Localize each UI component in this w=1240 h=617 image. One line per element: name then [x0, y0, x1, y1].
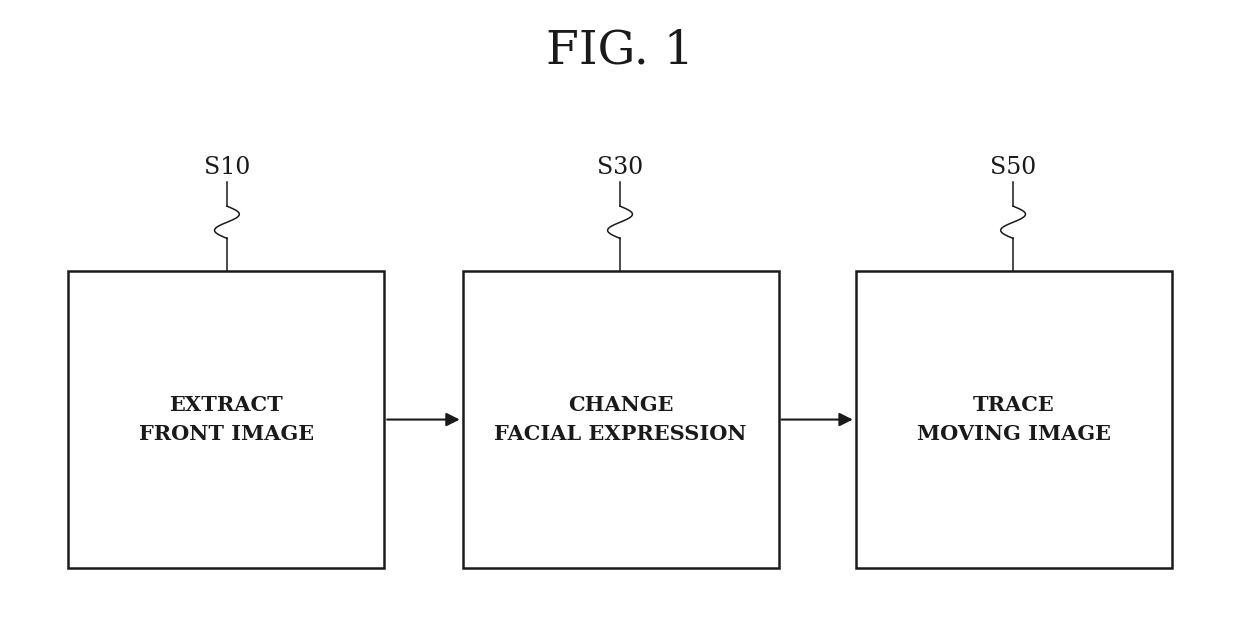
Text: TRACE
MOVING IMAGE: TRACE MOVING IMAGE — [916, 395, 1111, 444]
Bar — [856, 271, 1172, 568]
Text: S10: S10 — [203, 156, 250, 179]
Text: S30: S30 — [596, 156, 644, 179]
Bar — [463, 271, 779, 568]
Text: EXTRACT
FRONT IMAGE: EXTRACT FRONT IMAGE — [139, 395, 314, 444]
Text: FIG. 1: FIG. 1 — [546, 28, 694, 73]
Text: CHANGE
FACIAL EXPRESSION: CHANGE FACIAL EXPRESSION — [495, 395, 746, 444]
Bar — [68, 271, 384, 568]
Text: S50: S50 — [990, 156, 1037, 179]
